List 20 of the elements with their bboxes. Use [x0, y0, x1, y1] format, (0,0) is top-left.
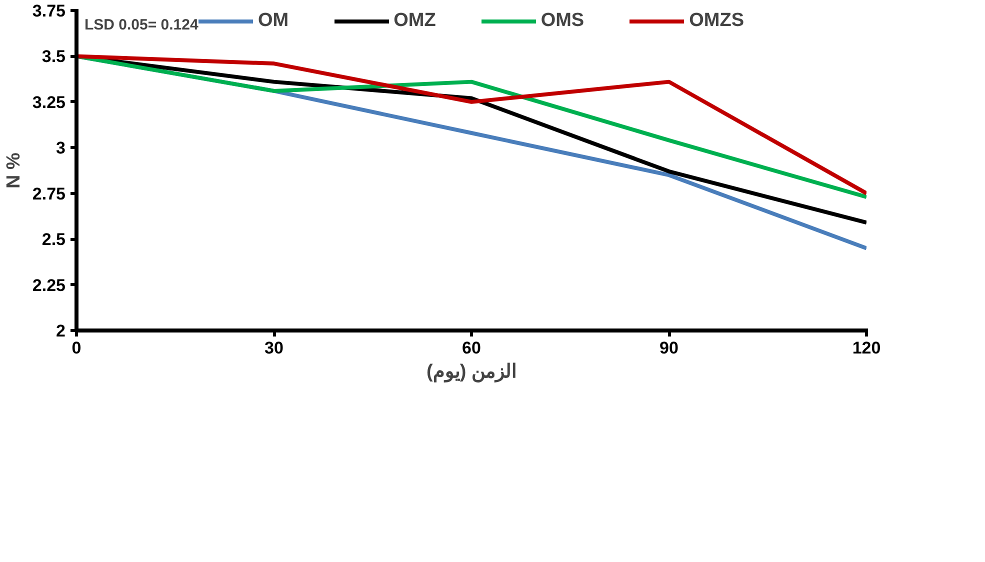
- y-tick-label: 3: [56, 138, 66, 158]
- y-tick-label: 3.5: [42, 47, 66, 66]
- legend-label: OMZ: [394, 10, 436, 32]
- legend-label: OMZS: [689, 10, 744, 32]
- y-axis-title: N %: [3, 152, 24, 188]
- y-tick-label: 3.75: [32, 2, 66, 20]
- y-tick-label: 2.75: [32, 184, 66, 204]
- legend-label: OM: [258, 10, 289, 32]
- x-tick-label: 90: [660, 338, 678, 358]
- y-tick-label: 2: [56, 322, 66, 340]
- x-tick-label: 0: [72, 338, 82, 358]
- x-tick-label: 120: [852, 338, 881, 358]
- y-tick-label: 2.25: [32, 276, 66, 295]
- x-axis-title: الزمن (يوم): [426, 362, 516, 382]
- x-tick-label: 60: [462, 338, 481, 358]
- annotation: LSD 0.05= 0.124: [84, 16, 199, 34]
- x-tick-label: 30: [264, 338, 284, 358]
- legend-label: OMS: [540, 10, 584, 32]
- y-tick-label: 3.25: [32, 92, 66, 112]
- y-tick-label: 2.5: [42, 230, 66, 250]
